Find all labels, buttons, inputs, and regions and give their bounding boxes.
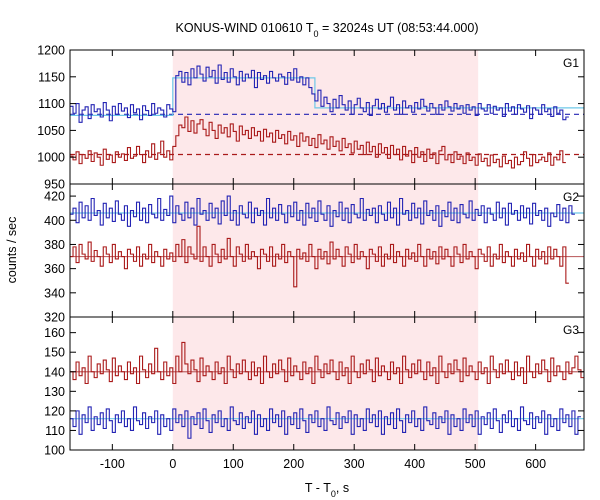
y-tick-label: 1200: [37, 44, 65, 58]
series-line-1: [70, 225, 569, 288]
y-tick-label: 1100: [38, 97, 65, 111]
x-tick-label: 600: [525, 457, 546, 471]
y-tick-label: 130: [44, 385, 65, 399]
y-tick-label: 400: [44, 214, 65, 228]
y-tick-label: 380: [44, 238, 65, 252]
panel-g2: 320 340 360 380 400 420 G2: [44, 183, 585, 325]
x-tick-label: -100: [100, 457, 125, 471]
series-line-0: [70, 341, 584, 385]
panel-frame: [69, 316, 585, 451]
x-tick-label: 400: [404, 457, 425, 471]
x-tick-label: 300: [344, 457, 365, 471]
panels: 950 1000 1050 1100 1150 1200 G1 320 340 360 380 400…: [37, 44, 585, 458]
shaded-interval: [172, 184, 479, 317]
series-line-0: [70, 195, 575, 227]
series-line-1: [70, 406, 581, 439]
x-tick-label: 200: [283, 457, 304, 471]
chart-title: KONUS-WIND 010610 T0 = 32024s UT (08:53:…: [176, 21, 479, 39]
y-tick-label: 100: [44, 444, 65, 458]
y-tick-label: 1000: [37, 151, 65, 165]
y-tick-label: 360: [44, 262, 65, 276]
y-tick-label: 420: [44, 190, 65, 204]
y-tick-label: 1150: [38, 70, 65, 84]
y-tick-label: 340: [44, 286, 65, 300]
y-tick-label: 1050: [37, 124, 65, 138]
x-tick-label: 0: [169, 457, 176, 471]
y-tick-label: 160: [44, 326, 65, 340]
x-tick-label: 100: [223, 457, 244, 471]
series-line-0: [70, 64, 569, 123]
y-tick-label: 120: [44, 404, 65, 418]
y-tick-label: 110: [45, 424, 65, 438]
y-tick-label: 150: [44, 346, 65, 360]
panel-g1: 950 1000 1050 1100 1150 1200 G1: [37, 44, 585, 192]
panel-label: G1: [563, 56, 579, 70]
panel-label: G2: [563, 190, 579, 204]
y-tick-label: 950: [44, 178, 65, 192]
y-axis-label: counts / sec: [5, 217, 19, 284]
x-axis-ticks: -100 0 100 200 300 400 500 600: [100, 457, 546, 471]
y-tick-label: 320: [44, 311, 65, 325]
x-tick-label: 500: [465, 457, 486, 471]
y-tick-label: 140: [44, 365, 65, 379]
panel-g3: 100 110 120 130 140 150 160 G3: [44, 316, 585, 458]
x-axis-label: T - T0, s: [305, 481, 349, 499]
series-line-1: [70, 116, 566, 169]
panel-label: G3: [563, 323, 579, 337]
